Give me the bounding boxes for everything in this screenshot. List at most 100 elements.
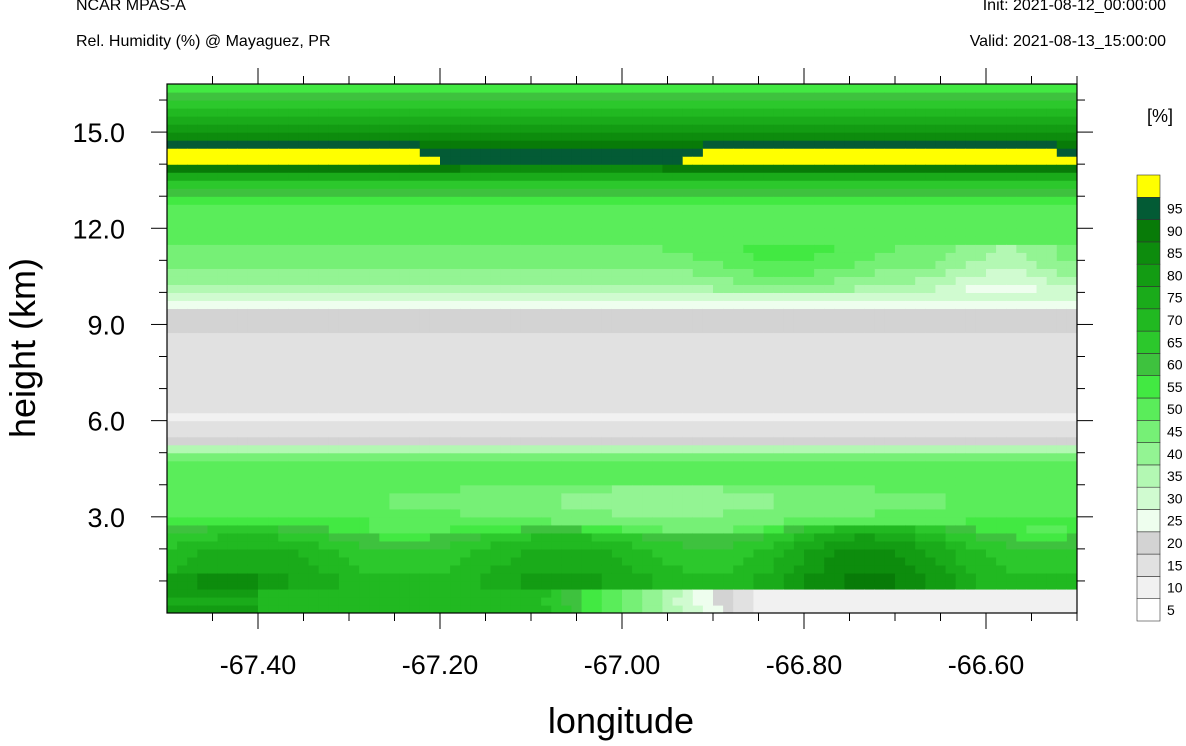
field-cell: [692, 420, 704, 430]
field-cell: [844, 140, 856, 149]
field-cell: [389, 404, 401, 414]
field-cell: [814, 476, 825, 486]
field-cell: [217, 412, 229, 422]
field-cell: [571, 268, 583, 277]
field-cell: [925, 588, 937, 598]
field-cell: [197, 244, 209, 253]
field-cell: [601, 356, 613, 366]
field-cell: [399, 444, 411, 454]
field-cell: [429, 284, 441, 293]
field-cell: [804, 268, 815, 277]
field-cell: [854, 132, 866, 141]
field-cell: [793, 556, 805, 566]
field-cell: [541, 588, 552, 598]
field-cell: [804, 396, 815, 406]
field-cell: [713, 356, 724, 366]
field-cell: [713, 236, 724, 245]
field-cell: [268, 348, 279, 358]
field-cell: [743, 492, 755, 502]
field-cell: [804, 300, 815, 310]
field-cell: [662, 212, 674, 221]
field-cell: [844, 532, 856, 542]
field-cell: [561, 580, 573, 590]
field-cell: [237, 452, 249, 462]
field-cell: [450, 172, 461, 181]
field-cell: [783, 324, 795, 334]
field-cell: [389, 132, 401, 141]
field-cell: [541, 244, 552, 253]
field-cell: [672, 228, 684, 237]
field-cell: [773, 156, 785, 165]
field-cell: [338, 116, 350, 125]
field-cell: [581, 492, 593, 502]
field-cell: [369, 164, 380, 173]
field-cell: [177, 236, 188, 245]
field-cell: [622, 428, 633, 438]
field-cell: [622, 132, 633, 141]
field-cell: [298, 428, 310, 438]
field-cell: [531, 260, 542, 269]
field-cell: [167, 92, 178, 101]
field-cell: [895, 468, 906, 478]
field-cell: [520, 300, 532, 310]
field-cell: [925, 532, 937, 542]
field-cell: [258, 268, 269, 277]
field-cell: [884, 364, 896, 374]
field-cell: [308, 452, 320, 462]
field-cell: [278, 388, 289, 398]
field-cell: [804, 308, 815, 318]
field-cell: [409, 596, 421, 606]
field-cell: [520, 92, 532, 101]
field-cell: [682, 236, 694, 245]
field-cell: [662, 116, 674, 125]
field-cell: [652, 404, 664, 414]
field-cell: [379, 604, 391, 613]
field-cell: [409, 564, 421, 574]
field-cell: [622, 292, 633, 302]
field-cell: [844, 516, 856, 526]
field-cell: [713, 484, 724, 494]
field-cell: [258, 276, 269, 285]
field-cell: [490, 340, 502, 350]
field-cell: [622, 244, 633, 253]
field-cell: [308, 484, 320, 494]
field-cell: [895, 300, 906, 310]
field-cell: [359, 516, 370, 526]
field-cell: [692, 212, 704, 221]
field-cell: [359, 244, 370, 253]
field-cell: [237, 588, 249, 598]
field-cell: [268, 524, 279, 534]
field-cell: [773, 372, 785, 382]
field-cell: [702, 244, 714, 253]
field-cell: [773, 340, 785, 350]
field-cell: [702, 452, 714, 462]
field-cell: [520, 428, 532, 438]
field-cell: [601, 476, 613, 486]
field-cell: [824, 124, 835, 133]
field-cell: [338, 124, 350, 133]
field-cell: [338, 580, 350, 590]
field-cell: [884, 588, 896, 598]
field-cell: [884, 148, 896, 157]
field-cell: [682, 124, 694, 133]
field-cell: [247, 332, 259, 342]
field-cell: [874, 604, 886, 613]
field-cell: [905, 556, 916, 566]
field-cell: [187, 108, 198, 117]
field-cell: [571, 372, 583, 382]
field-cell: [409, 380, 421, 390]
field-cell: [601, 556, 613, 566]
field-cell: [440, 564, 451, 574]
field-cell: [510, 452, 522, 462]
field-cell: [601, 212, 613, 221]
field-cell: [177, 508, 188, 518]
field-cell: [480, 84, 492, 93]
field-cell: [864, 596, 876, 606]
field-cell: [500, 332, 512, 342]
field-cell: [207, 452, 219, 462]
field-cell: [288, 324, 300, 334]
field-cell: [318, 372, 330, 382]
field-cell: [328, 580, 340, 590]
field-cell: [197, 348, 209, 358]
field-cell: [359, 268, 370, 277]
